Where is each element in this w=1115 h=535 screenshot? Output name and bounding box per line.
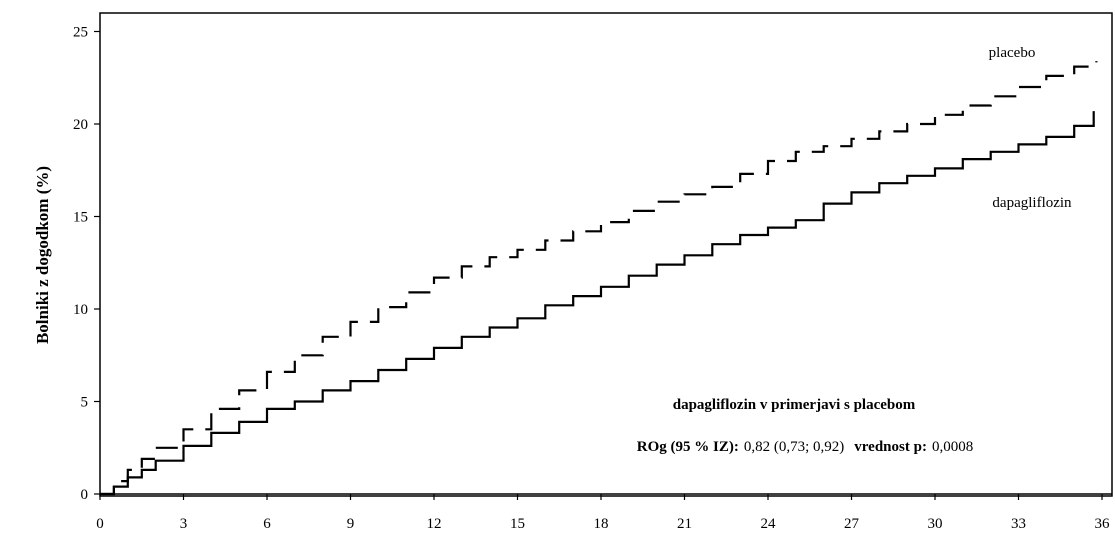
y-tick-label: 0 xyxy=(81,487,89,503)
x-tick-label: 18 xyxy=(594,516,609,532)
y-tick-label: 20 xyxy=(73,117,88,133)
x-tick-label: 33 xyxy=(1011,516,1026,532)
p-value: 0,0008 xyxy=(932,439,973,455)
y-axis-label: Bolniki z dogodkom (%) xyxy=(33,166,52,344)
series-label-placebo: placebo xyxy=(989,45,1036,61)
series-label-dapagliflozin: dapagliflozin xyxy=(992,195,1072,211)
y-tick-label: 25 xyxy=(73,25,88,41)
x-tick-label: 12 xyxy=(427,516,442,532)
plot-frame xyxy=(99,12,1113,497)
x-tick-label: 0 xyxy=(96,516,104,532)
annotation-title: dapagliflozin v primerjavi s placebom xyxy=(673,397,916,413)
x-tick-label: 15 xyxy=(510,516,525,532)
series-line-placebo xyxy=(100,61,1098,496)
x-tick-label: 27 xyxy=(844,516,860,532)
hr-label: ROg (95 % IZ): xyxy=(637,439,739,455)
y-tick-label: 15 xyxy=(73,210,88,226)
x-tick-label: 24 xyxy=(761,516,777,532)
series-layer xyxy=(100,61,1098,496)
y-axis: 0 5 10 15 20 25 xyxy=(73,25,100,503)
series-line-dapagliflozin xyxy=(100,111,1095,496)
annotation-stats: ROg (95 % IZ): 0,82 (0,73; 0,92) vrednost … xyxy=(637,439,973,455)
x-tick-label: 21 xyxy=(677,516,692,532)
hr-value: 0,82 (0,73; 0,92) xyxy=(744,439,844,455)
x-tick-label: 6 xyxy=(263,516,271,532)
y-tick-label: 5 xyxy=(81,395,89,411)
x-tick-label: 36 xyxy=(1095,516,1111,532)
p-label: vrednost p: xyxy=(854,439,927,455)
x-tick-label: 30 xyxy=(928,516,943,532)
x-tick-label: 9 xyxy=(347,516,355,532)
y-tick-label: 10 xyxy=(73,302,88,318)
x-axis: 0 3 6 9 12 15 18 21 24 27 30 33 36 xyxy=(96,493,1112,532)
x-tick-label: 3 xyxy=(180,516,188,532)
